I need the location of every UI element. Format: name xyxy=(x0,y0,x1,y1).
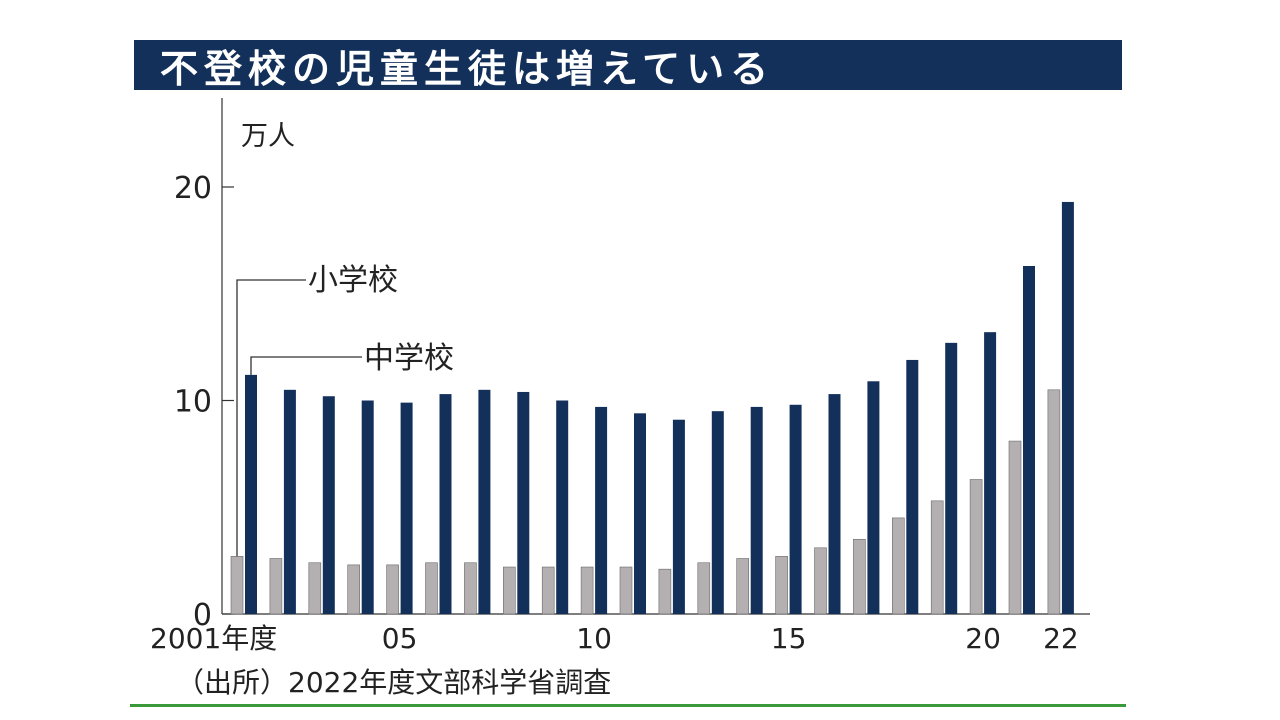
bar-elementary xyxy=(775,556,788,615)
bar-elementary xyxy=(502,566,516,615)
bar-junior-high xyxy=(245,374,257,614)
bar-junior-high xyxy=(439,394,452,614)
bar-junior-high xyxy=(984,332,997,614)
bar-elementary xyxy=(736,558,750,615)
bar-elementary xyxy=(969,479,983,615)
bar-junior-high xyxy=(945,342,958,614)
callout-line-junior-high xyxy=(250,356,362,375)
bar-elementary xyxy=(814,547,827,615)
bar-junior-high xyxy=(556,400,569,614)
bar-elementary xyxy=(464,562,477,615)
bar-elementary xyxy=(619,566,633,615)
x-tick-label: 15 xyxy=(771,622,807,655)
bar-junior-high xyxy=(595,406,608,614)
chart-title: 不登校の児童生徒は増えている xyxy=(160,46,775,91)
title-banner: 不登校の児童生徒は増えている xyxy=(134,40,1122,91)
bar-elementary xyxy=(697,562,711,615)
bar-elementary xyxy=(386,564,399,615)
bar-elementary xyxy=(658,568,672,615)
bar-junior-high xyxy=(634,413,646,614)
x-tick-label: 22 xyxy=(1043,622,1079,655)
bar-junior-high xyxy=(1023,265,1035,614)
bar-junior-high xyxy=(283,389,296,614)
bar-junior-high xyxy=(711,411,724,614)
bar-junior-high xyxy=(478,389,491,614)
bar-junior-high xyxy=(867,381,880,614)
bar-elementary xyxy=(1047,389,1061,615)
source-note: （出所）2022年度文部科学省調査 xyxy=(176,666,611,699)
bar-junior-high xyxy=(400,402,413,614)
legend-label-junior-high: 中学校 xyxy=(364,341,454,376)
y-tick-label: 20 xyxy=(174,171,212,206)
legend-label-elementary: 小学校 xyxy=(308,263,398,298)
y-tick-label: 0 xyxy=(193,598,212,633)
bar-elementary xyxy=(425,562,438,615)
bar-junior-high xyxy=(517,391,530,614)
footer-divider xyxy=(130,704,1126,707)
x-tick-label: 20 xyxy=(965,622,1001,655)
callout-line-elementary xyxy=(236,279,306,557)
bar-junior-high xyxy=(322,396,335,614)
y-tick-label: 10 xyxy=(174,385,212,420)
bar-junior-high xyxy=(789,404,802,614)
bar-elementary xyxy=(541,566,555,615)
bar-elementary xyxy=(347,564,361,615)
x-tick-label: 05 xyxy=(382,622,418,655)
bar-elementary xyxy=(853,538,866,615)
bar-junior-high xyxy=(1061,201,1074,614)
x-tick-label: 10 xyxy=(576,622,612,655)
bar-elementary xyxy=(230,556,244,615)
bar-junior-high xyxy=(828,394,841,614)
bar-elementary xyxy=(1008,440,1022,615)
bar-elementary xyxy=(269,558,283,615)
bar-elementary xyxy=(308,562,322,615)
bar-junior-high xyxy=(361,400,374,614)
bar-junior-high xyxy=(672,419,685,614)
bar-elementary xyxy=(580,566,594,615)
x-tick-label: 2001年度 xyxy=(150,622,277,655)
bar-elementary xyxy=(891,517,905,615)
bar-elementary xyxy=(930,500,944,615)
bar-junior-high xyxy=(906,359,919,614)
bar-junior-high xyxy=(750,406,763,614)
y-axis-unit-label: 万人 xyxy=(241,121,295,152)
